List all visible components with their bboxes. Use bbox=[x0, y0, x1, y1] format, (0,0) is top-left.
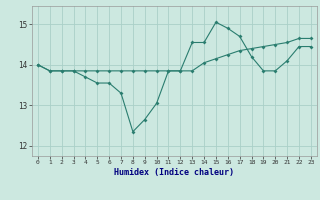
X-axis label: Humidex (Indice chaleur): Humidex (Indice chaleur) bbox=[115, 168, 234, 177]
